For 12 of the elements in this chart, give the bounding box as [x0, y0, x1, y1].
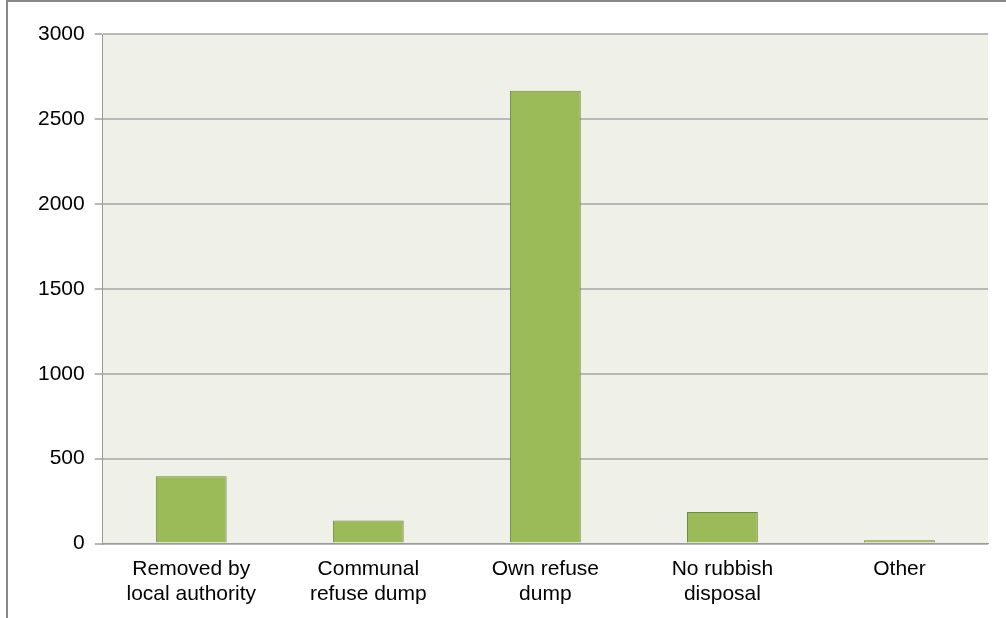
y-tick-label: 1000 [38, 360, 85, 384]
x-tick-label: Removed by local authority [126, 556, 257, 605]
y-tick-label: 2500 [38, 105, 85, 129]
y-tick-label: 1500 [38, 275, 85, 299]
y-tick-label: 3000 [38, 20, 85, 44]
x-tick-label: Communal refuse dump [309, 556, 427, 605]
x-tick-label: No rubbish disposal [671, 556, 774, 605]
y-tick-label: 0 [73, 530, 85, 554]
x-tick-label: Other [873, 556, 926, 579]
y-tick-label: 500 [49, 445, 85, 469]
x-tick-label: Own refuse dump [491, 556, 600, 605]
y-tick-label: 2000 [38, 190, 85, 214]
